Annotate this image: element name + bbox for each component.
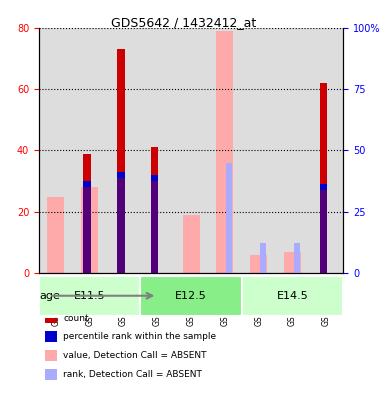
Text: E14.5: E14.5 bbox=[277, 291, 308, 301]
Text: E12.5: E12.5 bbox=[175, 291, 207, 301]
Bar bbox=[48, 196, 64, 274]
Bar bbox=[83, 181, 91, 274]
Bar bbox=[81, 187, 98, 274]
Text: percentile rank within the sample: percentile rank within the sample bbox=[63, 332, 216, 342]
Bar bbox=[45, 369, 57, 380]
Bar bbox=[151, 175, 158, 274]
Bar bbox=[151, 147, 158, 274]
FancyBboxPatch shape bbox=[39, 275, 140, 316]
Bar bbox=[250, 255, 267, 274]
Bar bbox=[226, 163, 232, 274]
Bar bbox=[208, 28, 242, 274]
Text: GDS5642 / 1432412_at: GDS5642 / 1432412_at bbox=[111, 16, 256, 29]
Bar bbox=[151, 175, 158, 181]
Bar bbox=[183, 215, 200, 274]
Text: count: count bbox=[63, 314, 89, 323]
Bar bbox=[117, 172, 124, 178]
Bar bbox=[39, 28, 73, 274]
Text: value, Detection Call = ABSENT: value, Detection Call = ABSENT bbox=[63, 351, 207, 360]
Bar bbox=[106, 28, 140, 274]
Text: age: age bbox=[40, 291, 60, 301]
Bar bbox=[284, 252, 301, 274]
Bar bbox=[83, 181, 91, 187]
Text: rank, Detection Call = ABSENT: rank, Detection Call = ABSENT bbox=[63, 370, 202, 379]
FancyBboxPatch shape bbox=[242, 275, 343, 316]
Bar bbox=[242, 28, 276, 274]
Bar bbox=[45, 350, 57, 361]
Bar bbox=[117, 49, 124, 274]
FancyBboxPatch shape bbox=[140, 275, 242, 316]
Bar bbox=[260, 242, 266, 274]
Bar bbox=[174, 28, 208, 274]
Bar bbox=[320, 83, 327, 274]
Bar bbox=[216, 31, 233, 274]
Bar bbox=[309, 28, 343, 274]
Bar bbox=[83, 154, 91, 274]
Bar bbox=[45, 313, 57, 323]
Bar bbox=[73, 28, 106, 274]
Bar bbox=[294, 242, 300, 274]
Bar bbox=[276, 28, 309, 274]
Bar bbox=[140, 28, 174, 274]
Bar bbox=[45, 331, 57, 342]
Bar bbox=[117, 172, 124, 274]
Text: E11.5: E11.5 bbox=[74, 291, 106, 301]
Bar bbox=[320, 184, 327, 274]
Bar bbox=[320, 184, 327, 190]
